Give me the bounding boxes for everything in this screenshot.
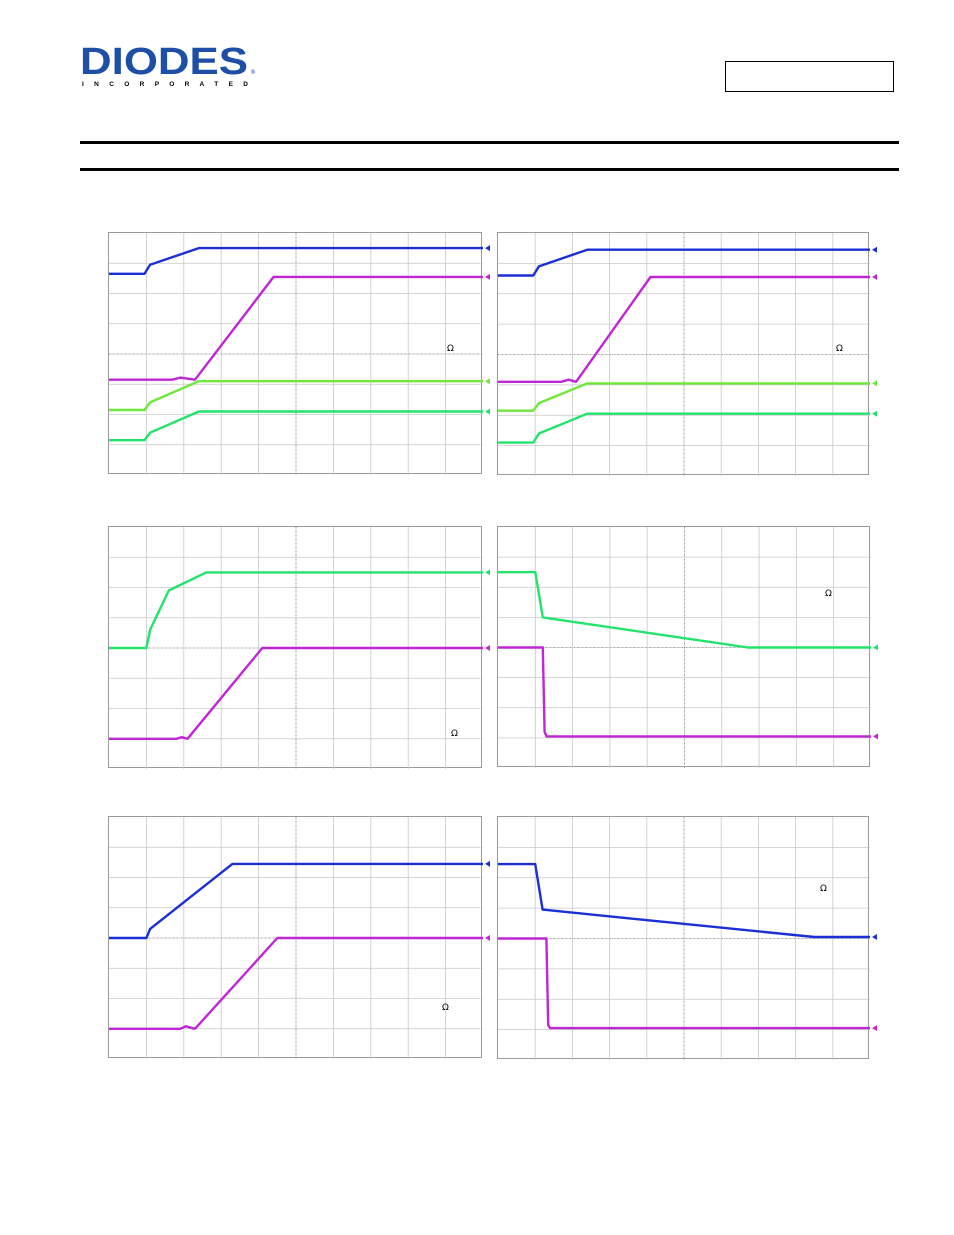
scope-plot-4 (498, 527, 878, 768)
trace-blue (109, 246, 483, 275)
ohm-symbol: Ω (836, 344, 843, 354)
svg-text:®: ® (250, 69, 256, 76)
header-rule-top (80, 141, 899, 144)
scope-capture-6: Ω (497, 816, 877, 1060)
channel-marker (873, 644, 878, 651)
channel-marker (485, 408, 490, 415)
channel-marker (872, 246, 877, 253)
channel-marker (872, 410, 877, 417)
trace-magenta (109, 936, 483, 1031)
header-rule-bottom (80, 168, 899, 171)
scope-capture-1: Ω (108, 232, 490, 475)
channel-marker (872, 380, 877, 387)
channel-marker (872, 933, 877, 940)
trace-blue (109, 862, 483, 940)
scope-plot-6 (498, 817, 877, 1060)
scope-capture-4: Ω (497, 526, 878, 768)
scope-plot-3 (109, 527, 490, 769)
trace-magenta (109, 275, 483, 381)
channel-marker (872, 274, 877, 281)
trace-magenta (109, 646, 483, 741)
channel-marker (873, 733, 878, 740)
trace-light-green (109, 379, 483, 412)
trace-green (498, 412, 870, 444)
channel-marker (872, 1025, 877, 1032)
channel-marker (485, 860, 490, 867)
ohm-symbol: Ω (442, 1003, 449, 1013)
ohm-symbol: Ω (451, 729, 458, 739)
diodes-logo: DIODES I N C O R P O R A T E D ® (80, 41, 256, 88)
ohm-symbol: Ω (820, 884, 827, 894)
ohm-symbol: Ω (825, 589, 832, 599)
part-number-box (725, 61, 894, 92)
scope-plot-1 (109, 233, 490, 475)
trace-magenta (498, 275, 870, 384)
channel-marker (485, 378, 490, 385)
trace-blue (498, 862, 870, 939)
trace-light-green (498, 382, 870, 412)
trace-green (109, 571, 483, 650)
channel-marker (485, 935, 490, 941)
trace-magenta (498, 937, 870, 1030)
scope-capture-2: Ω (497, 232, 877, 476)
trace-green (498, 571, 871, 649)
scope-capture-3: Ω (108, 526, 490, 769)
scope-plot-2 (498, 233, 877, 476)
trace-green (109, 410, 483, 442)
scope-capture-5: Ω (108, 816, 490, 1059)
channel-marker (485, 273, 490, 280)
trace-magenta (498, 646, 871, 738)
channel-marker (485, 245, 490, 252)
ohm-symbol: Ω (447, 344, 454, 354)
trace-blue (498, 248, 870, 277)
channel-marker (485, 645, 490, 651)
scope-plot-5 (109, 817, 490, 1059)
svg-text:DIODES: DIODES (80, 41, 248, 83)
channel-marker (485, 569, 490, 576)
